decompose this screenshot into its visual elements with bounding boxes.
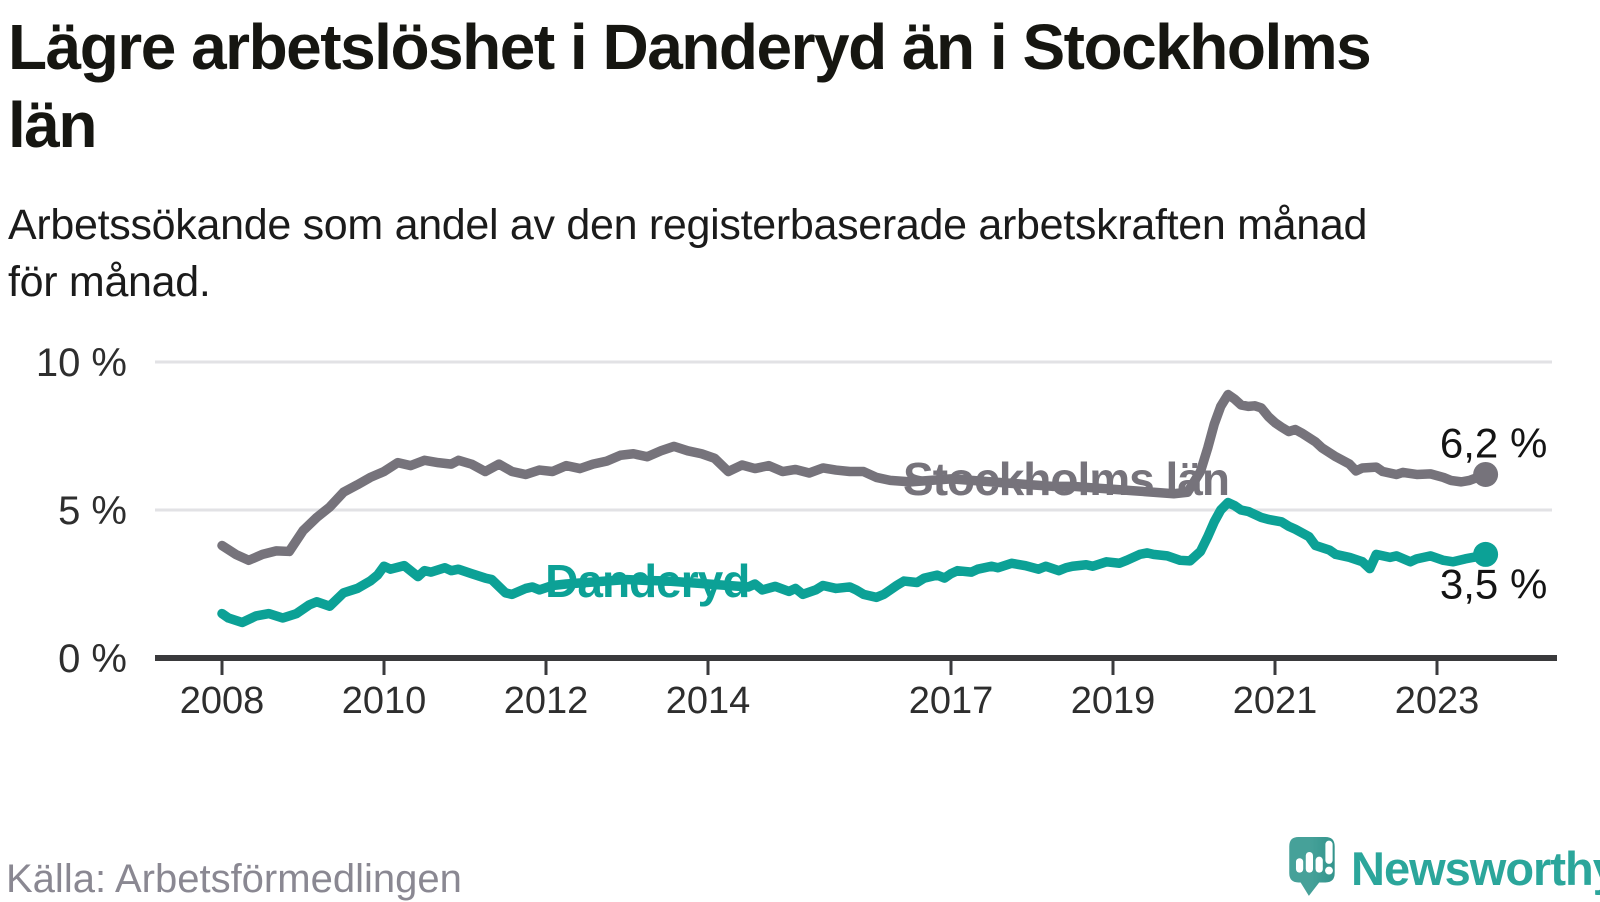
axis-labels: 0 % 5 % 10 % 2008 2010 2012 2014 2017 2019 2021 20…: [36, 341, 1479, 722]
exclamation-icon: [1325, 840, 1333, 875]
series-end-value-stockholms-l-n: 6,2 %: [1440, 419, 1547, 466]
x-tick-label-2008: 2008: [180, 680, 265, 722]
newsworthy-logo: Newsworthy: [1288, 836, 1600, 900]
x-tick-label-2014: 2014: [666, 680, 751, 722]
x-tick-label-2023: 2023: [1395, 680, 1480, 722]
subtitle-line-2: för månad.: [8, 258, 211, 306]
x-tick-label-2017: 2017: [909, 680, 994, 722]
series-end-dot-danderyd: [1473, 541, 1499, 567]
series-end-value-danderyd: 3,5 %: [1440, 560, 1547, 607]
series-line-danderyd: [217, 497, 1491, 628]
x-tick-label-2019: 2019: [1071, 680, 1156, 722]
series-line-stockholms-l-n: [217, 389, 1491, 566]
chart-subtitle: Arbetssökande som andel av den registerb…: [8, 197, 1538, 311]
data-series: [217, 389, 1499, 628]
subtitle-line-1: Arbetssökande som andel av den registerb…: [8, 201, 1368, 249]
newsworthy-logo-text: Newsworthy: [1351, 841, 1600, 895]
y-axis-label-5-: 5 %: [58, 489, 127, 533]
series-label-danderyd: Danderyd: [545, 555, 749, 607]
y-axis-label-0-: 0 %: [58, 637, 127, 681]
x-tick-label-2010: 2010: [342, 680, 427, 722]
x-tick-label-2012: 2012: [504, 680, 589, 722]
newsworthy-logo-icon: [1289, 837, 1335, 896]
x-axis: [155, 655, 1557, 675]
gridlines: [155, 360, 1552, 512]
series-label-stockholms-l-n: Stockholms län: [903, 453, 1229, 505]
annotations: Stockholms län 6,2 % Danderyd 3,5 %: [545, 419, 1547, 607]
page-title: Lägre arbetslöshet i Danderyd än i Stock…: [8, 8, 1488, 164]
series-end-dot-stockholms-l-n: [1473, 461, 1499, 487]
title-line-1: Lägre arbetslöshet i Danderyd än i Stock…: [8, 11, 1372, 83]
title-line-2: län: [8, 89, 97, 161]
bar-chart-glyph: [1295, 852, 1323, 873]
source-note: Källa: Arbetsförmedlingen: [6, 857, 462, 901]
x-tick-label-2021: 2021: [1233, 680, 1318, 722]
y-axis-label-10-: 10 %: [36, 341, 127, 385]
